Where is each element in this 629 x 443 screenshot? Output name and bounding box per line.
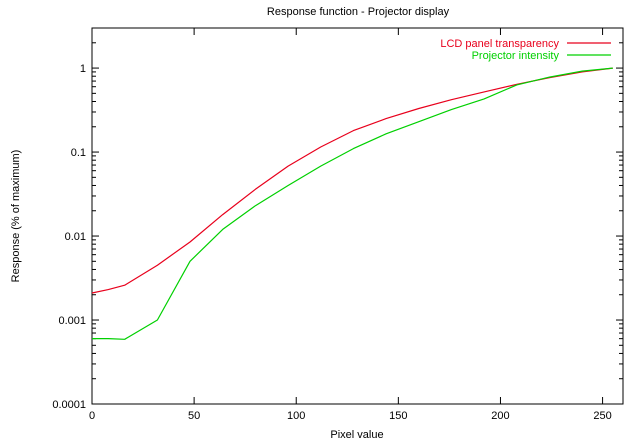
y-tick-label: 0.001 <box>58 315 86 327</box>
x-tick-label: 250 <box>593 410 611 422</box>
series-lcd-panel-transparency-line <box>91 67 613 294</box>
series-layer <box>91 67 613 340</box>
series-projector-intensity-line <box>92 67 613 340</box>
y-axis-title: Response (% of maximum) <box>10 150 22 283</box>
y-tick-label: 0.1 <box>71 147 86 159</box>
x-tick-label: 0 <box>89 410 95 422</box>
axis-ticks: 0 50 100 150 200 250 0.0001 0.001 0.01 0.1 1 <box>52 28 623 422</box>
x-tick-label: 150 <box>389 410 407 422</box>
x-axis-title: Pixel value <box>330 429 383 441</box>
y-tick-label: 1 <box>80 63 86 75</box>
plot-frame <box>91 27 624 405</box>
y-tick-label: 0.01 <box>65 231 86 243</box>
x-tick-label: 200 <box>491 410 509 422</box>
legend-label: LCD panel transparency <box>440 38 559 50</box>
y-tick-label: 0.0001 <box>52 399 86 411</box>
x-tick-label: 50 <box>188 410 200 422</box>
legend-label: Projector intensity <box>472 50 560 62</box>
x-tick-label: 100 <box>287 410 305 422</box>
chart-title: Response function - Projector display <box>267 6 450 18</box>
